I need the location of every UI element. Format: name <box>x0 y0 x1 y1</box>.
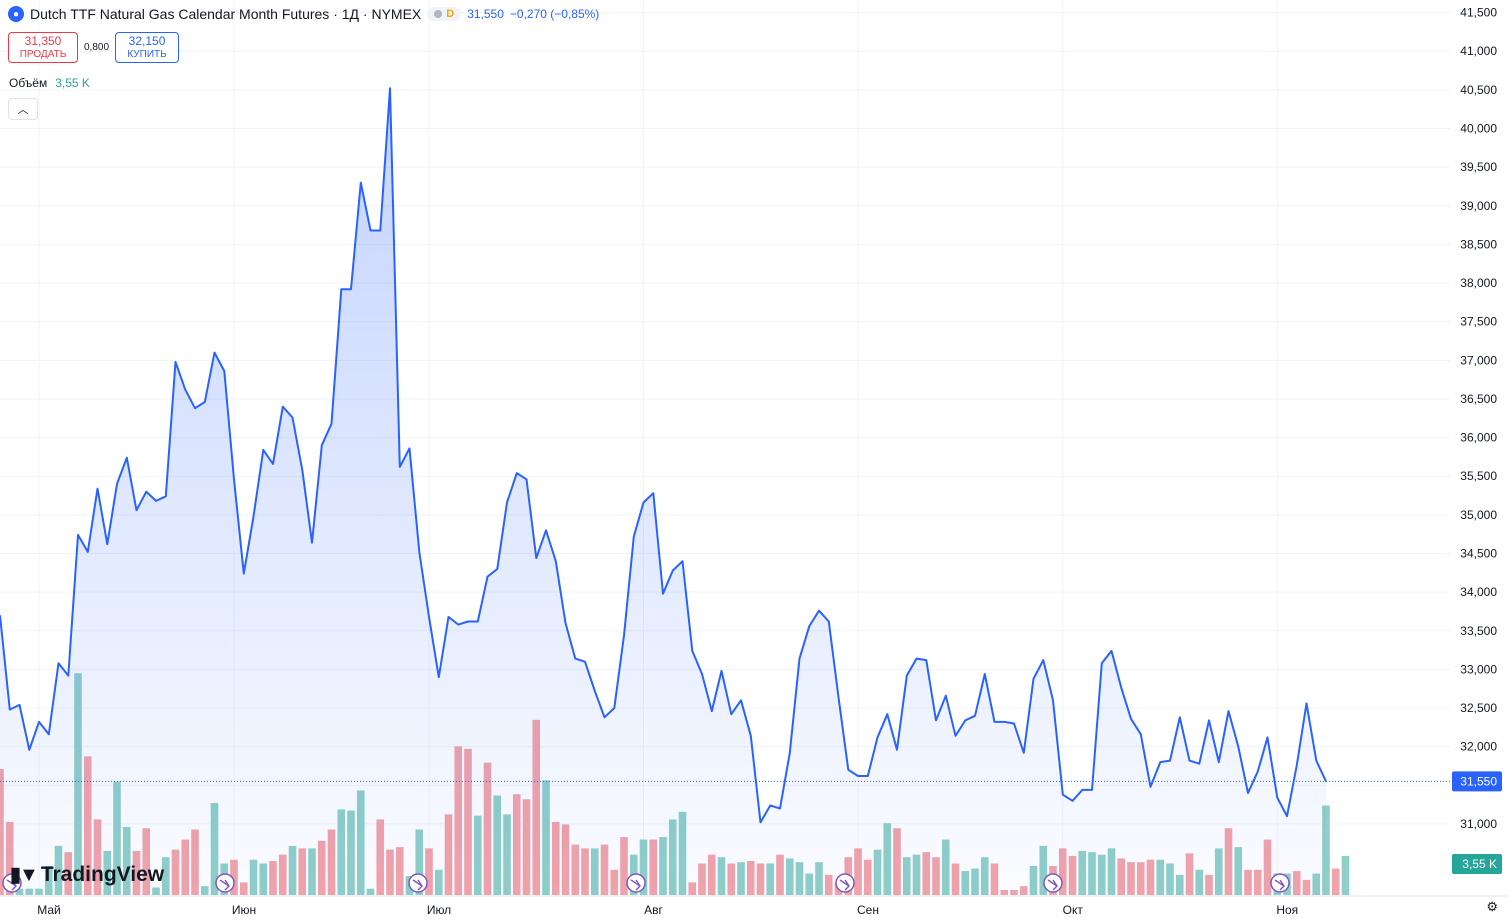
price-line <box>0 87 1327 824</box>
time-axis[interactable]: Май Июн Июл Авг Сен Окт Ноя <box>0 895 1508 920</box>
trade-buttons: 31,350 ПРОДАТЬ 0,800 32,150 КУПИТЬ <box>8 32 180 63</box>
price-tick-label: 35,500 <box>1460 469 1497 483</box>
volume-label: Объём <box>9 76 48 90</box>
price-tick-label: 32,500 <box>1460 701 1497 715</box>
logo-text: TradingView <box>40 862 165 886</box>
price-tick-label: 34,500 <box>1460 546 1497 560</box>
dividend-arrow-icon[interactable] <box>1270 873 1290 893</box>
buy-price: 32,150 <box>128 33 166 48</box>
month-tick-label: Май <box>37 903 61 917</box>
last-price-readout: 31,550 <box>467 7 504 21</box>
price-tick-label: 33,000 <box>1460 662 1497 676</box>
tradingview-logo[interactable]: ▮▼ TradingView <box>10 862 164 887</box>
last-volume-tag <box>1452 854 1502 874</box>
dividend-arrow-icon[interactable] <box>1043 873 1063 893</box>
dividend-arrow-icon[interactable] <box>626 873 646 893</box>
price-tick-label: 31,000 <box>1460 817 1497 831</box>
event-markers[interactable] <box>2 873 1290 893</box>
price-tick-label: 32,000 <box>1460 740 1497 754</box>
price-tick-label: 40,500 <box>1460 83 1497 97</box>
buy-button[interactable]: 32,150 КУПИТЬ <box>115 32 180 63</box>
tv-logo-icon: ▮▼ <box>10 864 39 886</box>
dividend-arrow-icon[interactable] <box>215 873 235 893</box>
sell-price: 31,350 <box>24 33 62 48</box>
price-tick-label: 40,000 <box>1460 122 1497 136</box>
dividend-arrow-icon[interactable] <box>408 873 428 893</box>
price-tick-label: 38,500 <box>1460 237 1497 251</box>
dividend-arrow-icon[interactable] <box>835 873 855 893</box>
collapse-legend-button[interactable]: ︿ <box>8 98 38 120</box>
price-tick-label: 41,500 <box>1460 6 1497 20</box>
price-tick-label: 34,000 <box>1460 585 1497 599</box>
month-tick-label: Июл <box>427 903 451 917</box>
flame-drop-icon: ● <box>8 6 24 22</box>
status-dot-icon <box>434 10 443 18</box>
price-change-readout: −0,270 (−0,85%) <box>509 7 600 21</box>
price-tick-label: 38,000 <box>1460 276 1497 290</box>
last-price-tag <box>1452 771 1502 792</box>
volume-bar <box>1341 855 1350 895</box>
data-badge-letter: D <box>446 8 455 20</box>
spread-value: 0,800 <box>84 42 110 53</box>
last-price-tag-label: 31,550 <box>1460 774 1497 788</box>
volume-bar <box>1331 868 1340 895</box>
price-tick-label: 39,000 <box>1460 199 1497 213</box>
dividend-arrow-icon[interactable] <box>2 873 22 893</box>
price-tick-label: 33,500 <box>1460 624 1497 638</box>
volume-value: 3,55 K <box>55 76 90 90</box>
sell-label: ПРОДАТЬ <box>19 48 67 60</box>
sell-button[interactable]: 31,350 ПРОДАТЬ <box>8 32 78 63</box>
last-volume-tag-label: 3,55 K <box>1462 857 1497 871</box>
month-tick-label: Июн <box>232 903 256 917</box>
price-tick-label: 36,000 <box>1460 431 1497 445</box>
chevron-up-icon: ︿ <box>17 104 29 116</box>
buy-label: КУПИТЬ <box>127 48 167 60</box>
price-tick-label: 37,500 <box>1460 315 1497 329</box>
symbol-title[interactable]: Dutch TTF Natural Gas Calendar Month Fut… <box>30 6 422 22</box>
price-axis[interactable]: 41,500 41,000 40,500 40,000 39,500 39,000 38,5… <box>1450 0 1508 920</box>
month-tick-label: Ноя <box>1276 903 1298 917</box>
volume-legend[interactable]: Объём 3,55 K <box>9 76 90 90</box>
month-tick-label: Авг <box>644 903 663 917</box>
price-tick-label: 35,000 <box>1460 508 1497 522</box>
chart-legend-header: ● Dutch TTF Natural Gas Calendar Month F… <box>8 6 599 22</box>
price-area-fill <box>0 88 1326 896</box>
gear-icon[interactable]: ⚙ <box>1486 899 1498 914</box>
month-tick-label: Сен <box>857 903 879 917</box>
price-tick-label: 36,500 <box>1460 392 1497 406</box>
price-tick-label: 37,000 <box>1460 353 1497 367</box>
price-tick-label: 39,500 <box>1460 160 1497 174</box>
month-tick-label: Окт <box>1063 903 1084 917</box>
market-status-badge[interactable]: D <box>427 7 462 21</box>
price-tick-label: 41,000 <box>1460 44 1497 58</box>
